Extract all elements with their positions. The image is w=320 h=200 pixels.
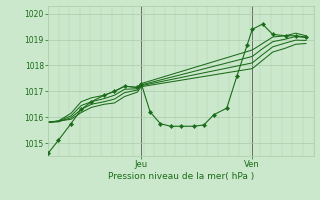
X-axis label: Pression niveau de la mer( hPa ): Pression niveau de la mer( hPa )	[108, 172, 254, 181]
